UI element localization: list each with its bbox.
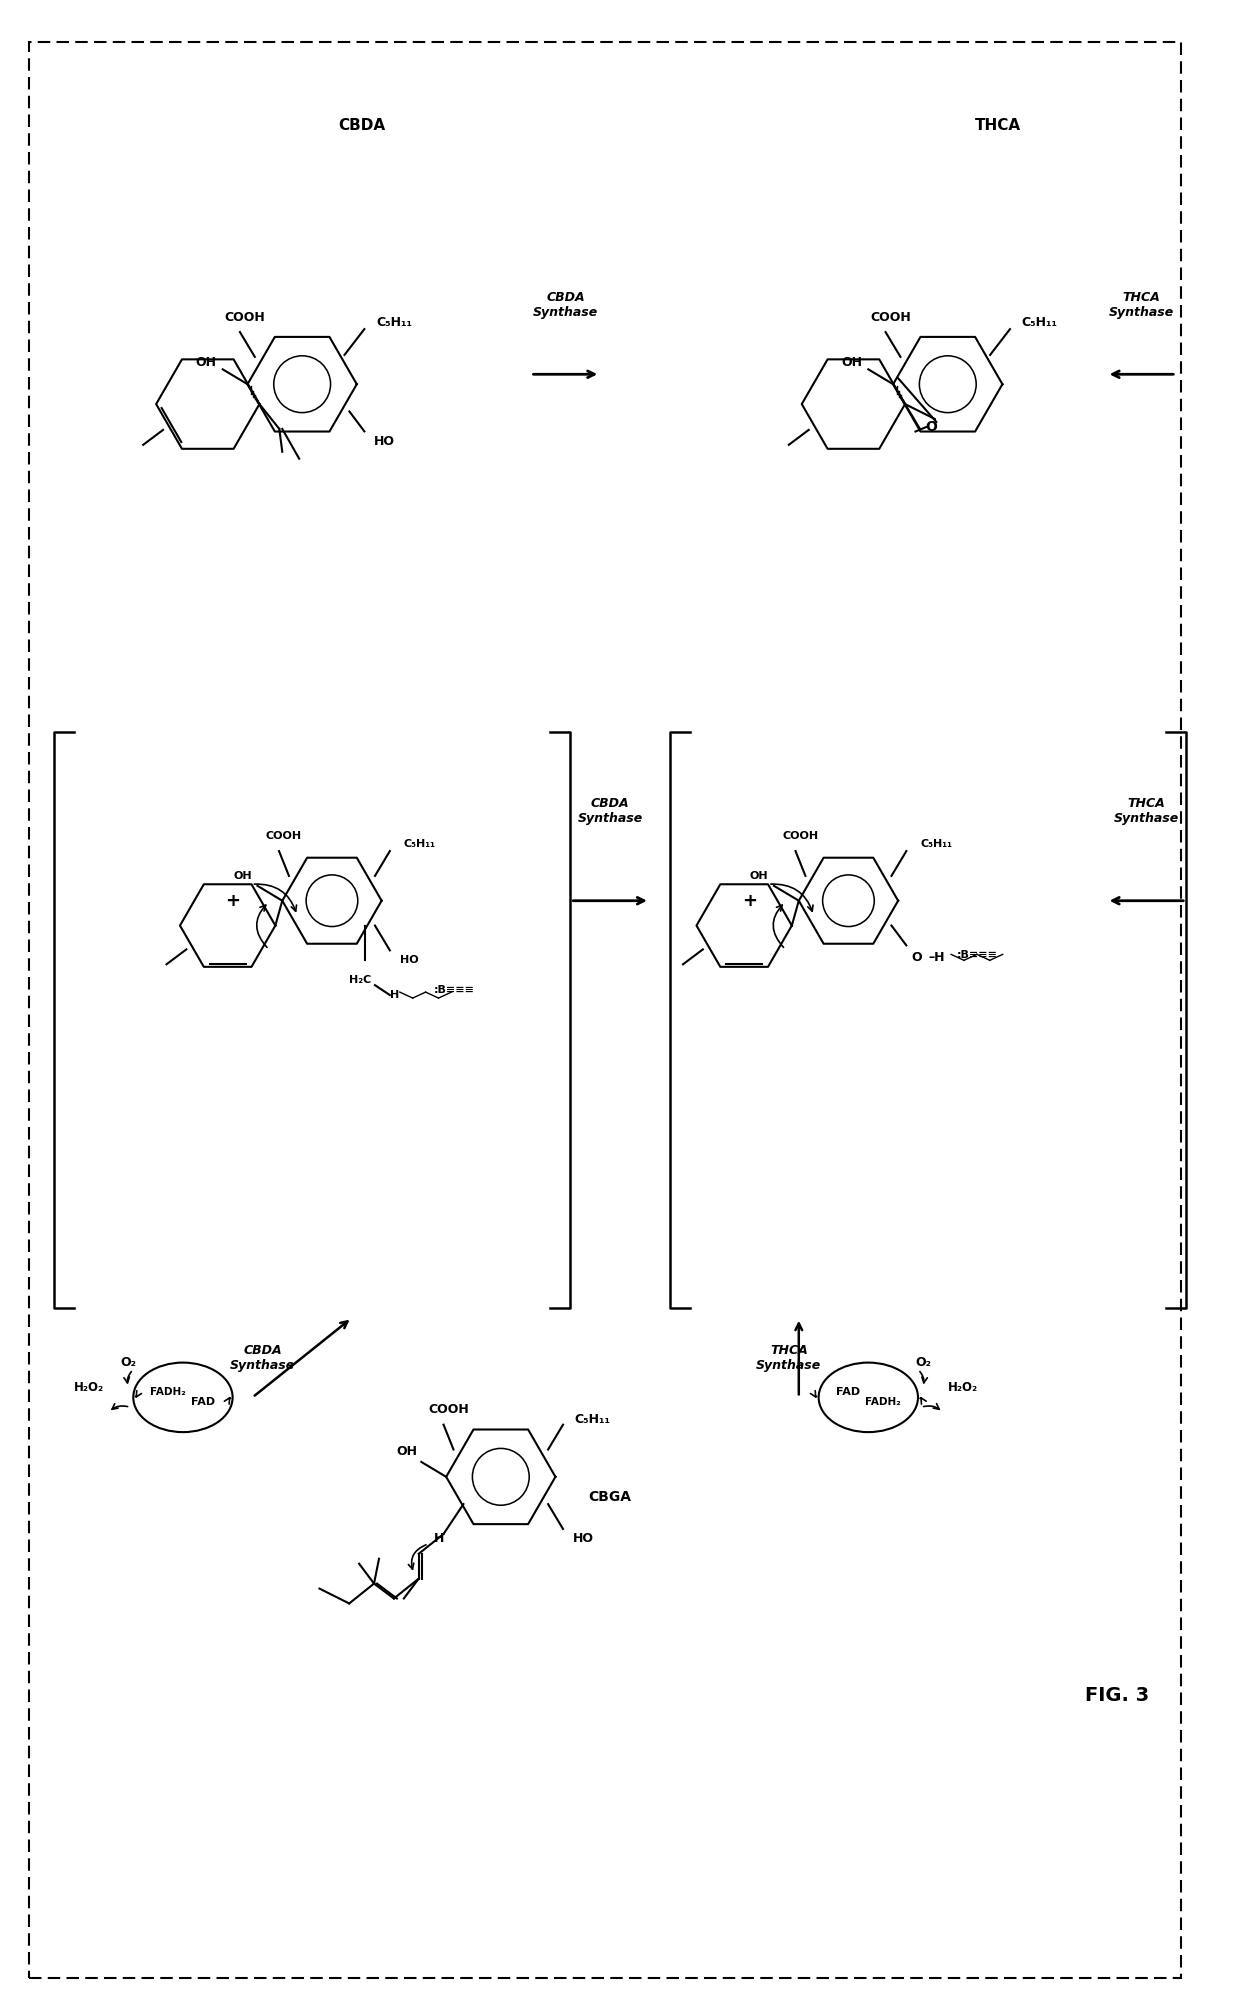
Text: C₅H₁₁: C₅H₁₁ — [404, 840, 435, 850]
Text: COOH: COOH — [428, 1404, 469, 1416]
Text: FAD: FAD — [191, 1398, 215, 1408]
Text: OH: OH — [196, 356, 216, 369]
Text: :B≡≡≡: :B≡≡≡ — [957, 951, 998, 961]
Text: O₂: O₂ — [915, 1355, 931, 1370]
Text: C₅H₁₁: C₅H₁₁ — [1022, 316, 1058, 328]
Text: H: H — [434, 1533, 444, 1545]
Text: CBDA
Synthase: CBDA Synthase — [578, 798, 642, 826]
Text: OH: OH — [841, 356, 862, 369]
Text: FIG. 3: FIG. 3 — [1085, 1686, 1148, 1704]
Text: H₂O₂: H₂O₂ — [73, 1382, 104, 1394]
Text: O: O — [911, 951, 921, 965]
Text: C₅H₁₁: C₅H₁₁ — [575, 1414, 611, 1426]
Text: O₂: O₂ — [120, 1355, 136, 1370]
Text: H: H — [391, 991, 399, 1001]
Text: THCA
Synthase: THCA Synthase — [756, 1343, 821, 1372]
Text: OH: OH — [750, 870, 769, 880]
Text: THCA
Synthase: THCA Synthase — [1114, 798, 1179, 826]
Text: COOH: COOH — [782, 832, 818, 842]
Text: :B≡≡≡: :B≡≡≡ — [434, 985, 475, 995]
Text: CBDA
Synthase: CBDA Synthase — [533, 290, 598, 318]
Text: C₅H₁₁: C₅H₁₁ — [920, 840, 952, 850]
Text: O: O — [925, 421, 937, 433]
Text: HO: HO — [401, 955, 419, 965]
Text: FADH₂: FADH₂ — [866, 1398, 901, 1408]
Text: THCA: THCA — [975, 119, 1021, 133]
Text: THCA
Synthase: THCA Synthase — [1109, 290, 1174, 318]
Text: +: + — [226, 892, 241, 910]
Text: FADH₂: FADH₂ — [150, 1388, 186, 1398]
Text: OH: OH — [233, 870, 252, 880]
Text: CBGA: CBGA — [589, 1490, 631, 1504]
Text: +: + — [742, 892, 756, 910]
Text: HO: HO — [573, 1533, 594, 1545]
Text: OH: OH — [396, 1446, 417, 1458]
Text: COOH: COOH — [265, 832, 303, 842]
Text: –H: –H — [928, 951, 945, 965]
Text: CBDA: CBDA — [339, 119, 386, 133]
Text: H₂C: H₂C — [348, 975, 371, 985]
Text: HO: HO — [373, 435, 394, 447]
Text: H₂O₂: H₂O₂ — [947, 1382, 978, 1394]
Text: COOH: COOH — [870, 310, 911, 324]
Text: FAD: FAD — [837, 1388, 861, 1398]
Text: COOH: COOH — [224, 310, 265, 324]
Text: CBDA
Synthase: CBDA Synthase — [229, 1343, 295, 1372]
Text: C₅H₁₁: C₅H₁₁ — [376, 316, 412, 328]
